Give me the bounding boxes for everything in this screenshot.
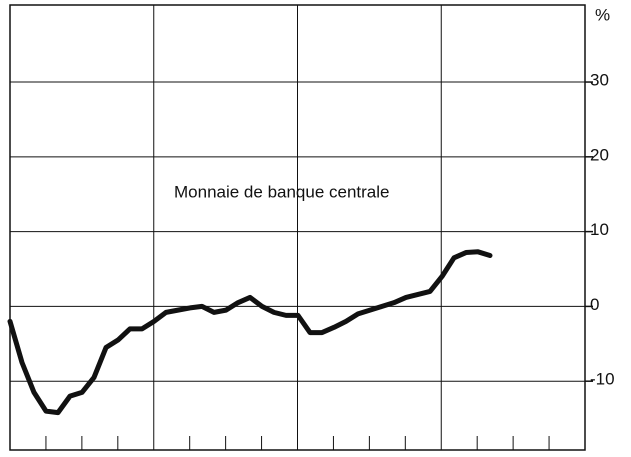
- y-tick-label: 0: [590, 295, 599, 314]
- y-tick-label: 30: [590, 71, 609, 90]
- y-tick-label: -10: [590, 370, 615, 389]
- unit-label: %: [595, 5, 610, 24]
- annotation: Monnaie de banque centrale: [174, 182, 390, 201]
- line-series: [7, 249, 493, 416]
- y-tick-label: 20: [590, 145, 609, 164]
- y-tick-label: 10: [590, 220, 609, 239]
